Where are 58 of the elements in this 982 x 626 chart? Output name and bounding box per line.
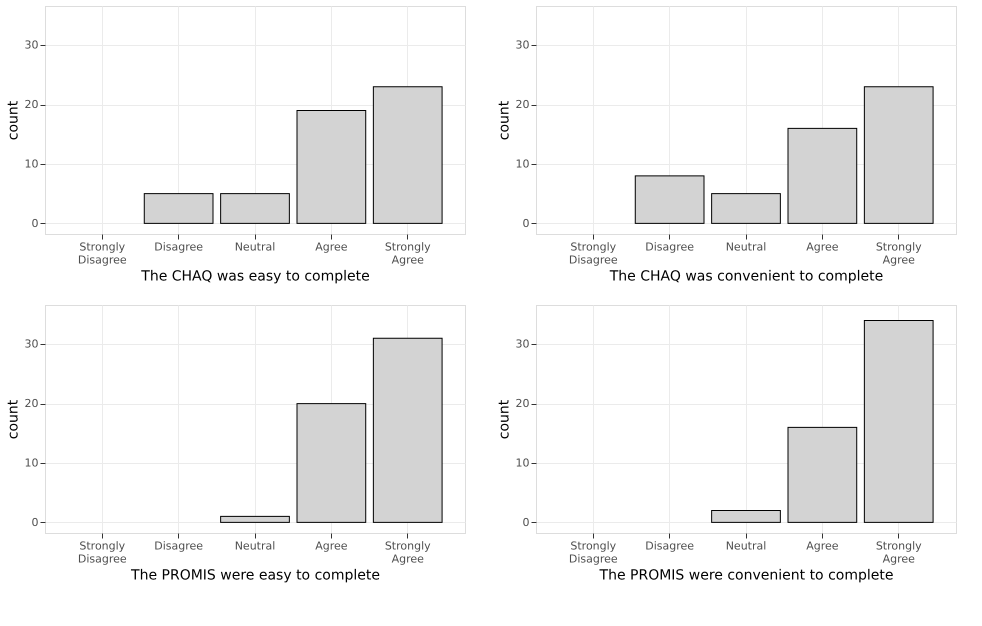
y-tick-label: 10 bbox=[24, 456, 38, 470]
x-tick-label: Strongly Agree bbox=[876, 240, 922, 266]
x-tick-label: Disagree bbox=[645, 540, 694, 552]
x-tick-label: Neutral bbox=[726, 540, 766, 552]
y-tick-label: 10 bbox=[516, 456, 530, 470]
bar bbox=[711, 193, 781, 224]
bar bbox=[634, 175, 704, 224]
x-axis-title: The CHAQ was easy to complete bbox=[140, 268, 370, 284]
x-axis-title: The PROMIS were easy to complete bbox=[130, 568, 380, 584]
x-tick-label: Agree bbox=[315, 240, 348, 254]
bar bbox=[788, 426, 858, 523]
x-tick-label: Neutral bbox=[726, 240, 766, 254]
y-tick-label: 30 bbox=[24, 38, 38, 52]
y-tick-label: 20 bbox=[516, 397, 530, 410]
y-tick-label: 0 bbox=[522, 216, 530, 230]
y-axis-title: count bbox=[6, 100, 22, 140]
bar bbox=[296, 110, 366, 224]
x-tick-label: Strongly Disagree bbox=[78, 240, 127, 266]
y-tick-label: 10 bbox=[24, 157, 38, 170]
x-tick-label: Strongly Agree bbox=[876, 540, 922, 566]
y-axis-title: count bbox=[496, 100, 513, 140]
x-tick-label: Strongly Disagree bbox=[568, 540, 618, 566]
bar bbox=[788, 128, 858, 224]
x-tick-label: Disagree bbox=[154, 240, 204, 254]
y-axis-title: count bbox=[6, 399, 22, 440]
y-tick-label: 10 bbox=[516, 157, 530, 170]
x-tick-label: Neutral bbox=[234, 540, 276, 552]
x-tick-label: Strongly Agree bbox=[384, 240, 432, 266]
bar bbox=[864, 320, 934, 523]
x-axis-title: The CHAQ was convenient to complete bbox=[608, 268, 884, 284]
x-tick-label: Strongly Agree bbox=[384, 540, 432, 566]
x-tick-label: Strongly Disagree bbox=[568, 240, 618, 266]
x-tick-label: Neutral bbox=[234, 240, 276, 254]
x-tick-label: Disagree bbox=[154, 540, 204, 552]
y-tick-label: 20 bbox=[24, 397, 38, 410]
y-tick-label: 0 bbox=[32, 216, 38, 230]
y-axis-title: count bbox=[496, 399, 513, 440]
x-tick-label: Agree bbox=[806, 240, 839, 254]
bar bbox=[296, 403, 366, 523]
bar bbox=[864, 86, 934, 224]
x-tick-label: Agree bbox=[806, 540, 839, 552]
bar bbox=[220, 193, 290, 224]
bar bbox=[372, 86, 443, 224]
bar bbox=[372, 338, 443, 523]
y-tick-label: 30 bbox=[516, 338, 530, 351]
y-tick-label: 20 bbox=[24, 98, 38, 112]
y-tick-label: 0 bbox=[522, 516, 530, 529]
y-tick-label: 0 bbox=[32, 516, 38, 529]
y-tick-label: 20 bbox=[516, 98, 530, 112]
y-tick-label: 30 bbox=[24, 338, 38, 351]
x-tick-label: Disagree bbox=[645, 240, 694, 254]
bar bbox=[144, 193, 214, 224]
bar bbox=[711, 510, 781, 523]
bar bbox=[220, 516, 290, 523]
x-axis-title: The PROMIS were convenient to complete bbox=[598, 568, 894, 584]
x-tick-label: Agree bbox=[315, 540, 348, 552]
y-tick-label: 30 bbox=[516, 38, 530, 52]
x-tick-label: Strongly Disagree bbox=[78, 540, 127, 566]
